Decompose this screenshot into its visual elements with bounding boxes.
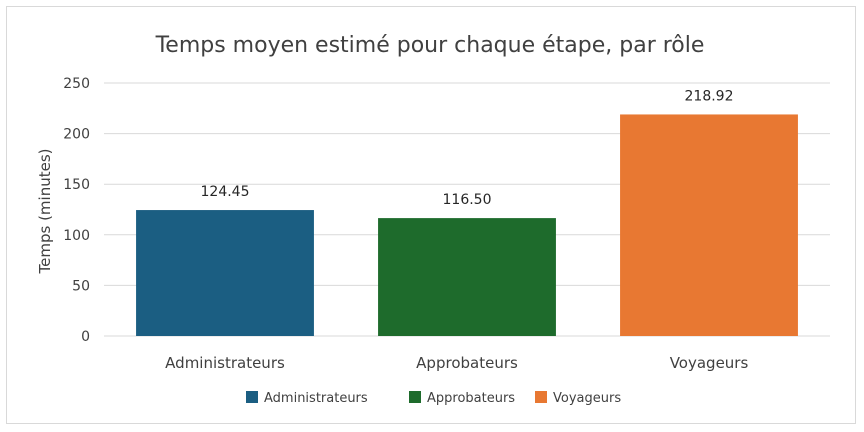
y-axis-ticks: 0 50 100 150 200 250	[63, 76, 90, 345]
y-axis-label: Temps (minutes)	[36, 149, 54, 275]
category-label: Voyageurs	[670, 354, 749, 372]
data-label: 218.92	[685, 88, 734, 104]
legend-label: Approbateurs	[427, 391, 515, 406]
category-label: Approbateurs	[416, 354, 518, 372]
legend-label: Administrateurs	[264, 391, 368, 406]
legend-swatch	[535, 391, 547, 403]
legend-swatch	[246, 391, 258, 403]
chart-title: Temps moyen estimé pour chaque étape, pa…	[155, 33, 705, 58]
data-labels: 124.45 116.50 218.92	[201, 88, 734, 208]
y-tick-label: 200	[63, 127, 90, 143]
data-label: 116.50	[443, 192, 492, 208]
y-tick-label: 50	[72, 278, 90, 294]
bar-administrateurs	[136, 210, 314, 336]
bars	[136, 114, 798, 336]
y-tick-label: 250	[63, 76, 90, 92]
y-tick-label: 150	[63, 177, 90, 193]
category-labels: Administrateurs Approbateurs Voyageurs	[165, 354, 748, 372]
y-tick-label: 100	[63, 228, 90, 244]
data-label: 124.45	[201, 184, 250, 200]
legend-label: Voyageurs	[553, 391, 621, 406]
y-tick-label: 0	[81, 329, 90, 345]
legend: Administrateurs Approbateurs Voyageurs	[246, 391, 621, 406]
category-label: Administrateurs	[165, 354, 285, 372]
legend-swatch	[409, 391, 421, 403]
bar-approbateurs	[378, 218, 556, 336]
bar-voyageurs	[620, 114, 798, 336]
